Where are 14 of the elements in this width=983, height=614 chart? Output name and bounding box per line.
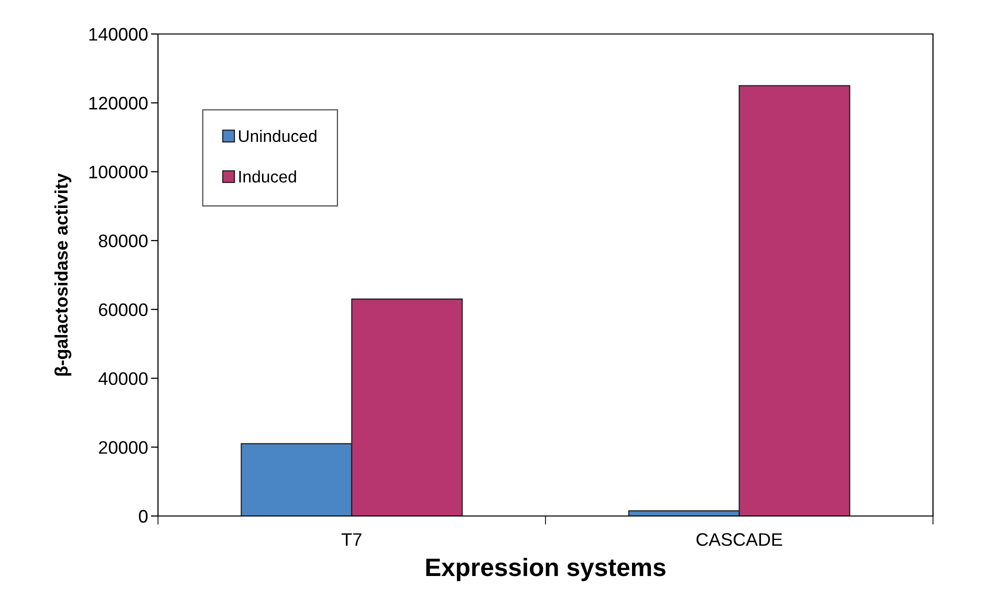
x-tick-label: T7 bbox=[342, 533, 362, 546]
y-tick-label: 100000 bbox=[89, 166, 148, 178]
y-tick-label: 40000 bbox=[98, 372, 148, 386]
legend-label: Induced bbox=[239, 170, 296, 183]
x-tick-label: CASCADE bbox=[696, 533, 782, 546]
y-tick-label: 140000 bbox=[89, 28, 148, 41]
y-tick-label: 80000 bbox=[98, 234, 148, 248]
y-tick-label: 120000 bbox=[89, 96, 148, 110]
y-axis-title: β-galactosidase activity bbox=[54, 173, 72, 376]
y-tick-label: 60000 bbox=[98, 303, 148, 316]
legend-label: Uninduced bbox=[239, 130, 316, 142]
y-tick-label: 20000 bbox=[98, 441, 148, 454]
y-tick-label: 0 bbox=[138, 510, 148, 523]
x-axis-title: Expression systems bbox=[426, 558, 666, 582]
